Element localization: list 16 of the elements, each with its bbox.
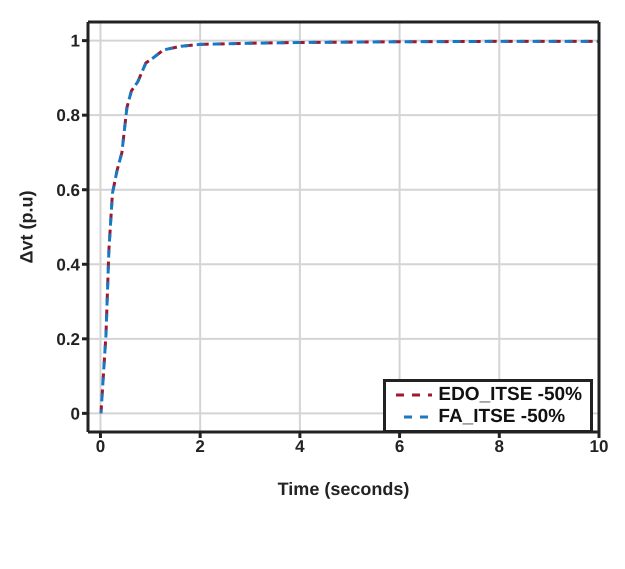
legend-label: EDO_ITSE -50%: [438, 384, 582, 406]
y-tick-label: 0.6: [56, 180, 80, 200]
x-tick-label: 2: [195, 437, 205, 456]
x-axis-title: Time (seconds): [278, 479, 410, 499]
y-tick-label: 1: [70, 32, 80, 51]
legend-label: FA_ITSE -50%: [438, 406, 566, 428]
x-tick-label: 6: [394, 437, 404, 456]
x-tick-label: 10: [590, 437, 608, 456]
y-tick-label: 0.4: [56, 255, 81, 274]
x-tick-label: 4: [295, 437, 306, 456]
x-tick-label: 8: [494, 437, 504, 456]
y-tick-label: 0: [70, 404, 80, 424]
x-tick-label: 0: [96, 437, 106, 456]
y-tick-label: 0.8: [56, 106, 80, 126]
y-tick-label: 0.2: [56, 330, 80, 349]
y-axis-title: Δvt (p.u): [16, 190, 36, 264]
